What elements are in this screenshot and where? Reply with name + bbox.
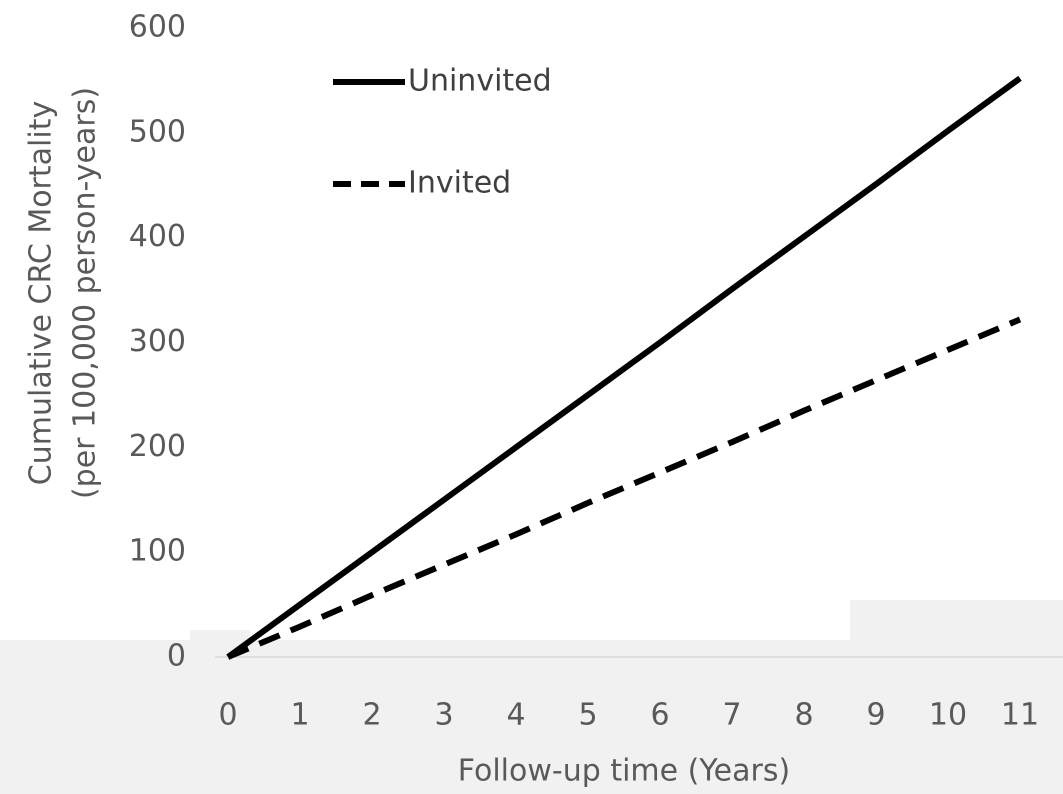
chart: Cumulative CRC Mortality (per 100,000 pe… <box>0 0 1063 794</box>
y-tick-label: 200 <box>129 429 186 464</box>
x-tick-label: 9 <box>866 698 885 733</box>
x-tick-label: 7 <box>722 698 741 733</box>
y-tick-label: 500 <box>129 114 186 149</box>
y-axis-label: Cumulative CRC Mortality <box>24 101 59 485</box>
x-tick-label: 4 <box>506 698 525 733</box>
x-tick-label: 0 <box>218 698 237 733</box>
x-tick-label: 8 <box>794 698 813 733</box>
y-tick-label: 600 <box>129 10 186 45</box>
legend-label: Uninvited <box>408 64 552 99</box>
x-tick-label: 10 <box>929 698 967 733</box>
y-axis-label: (per 100,000 person-years) <box>68 87 103 499</box>
y-tick-label: 0 <box>167 639 186 674</box>
x-tick-label: 11 <box>1001 698 1039 733</box>
x-tick-label: 1 <box>290 698 309 733</box>
legend-label: Invited <box>408 166 511 201</box>
x-tick-label: 5 <box>578 698 597 733</box>
x-axis-label: Follow-up time (Years) <box>458 754 790 789</box>
x-tick-label: 2 <box>362 698 381 733</box>
y-tick-label: 400 <box>129 219 186 254</box>
y-tick-label: 300 <box>129 324 186 359</box>
y-tick-label: 100 <box>129 534 186 569</box>
x-tick-label: 3 <box>434 698 453 733</box>
x-tick-label: 6 <box>650 698 669 733</box>
